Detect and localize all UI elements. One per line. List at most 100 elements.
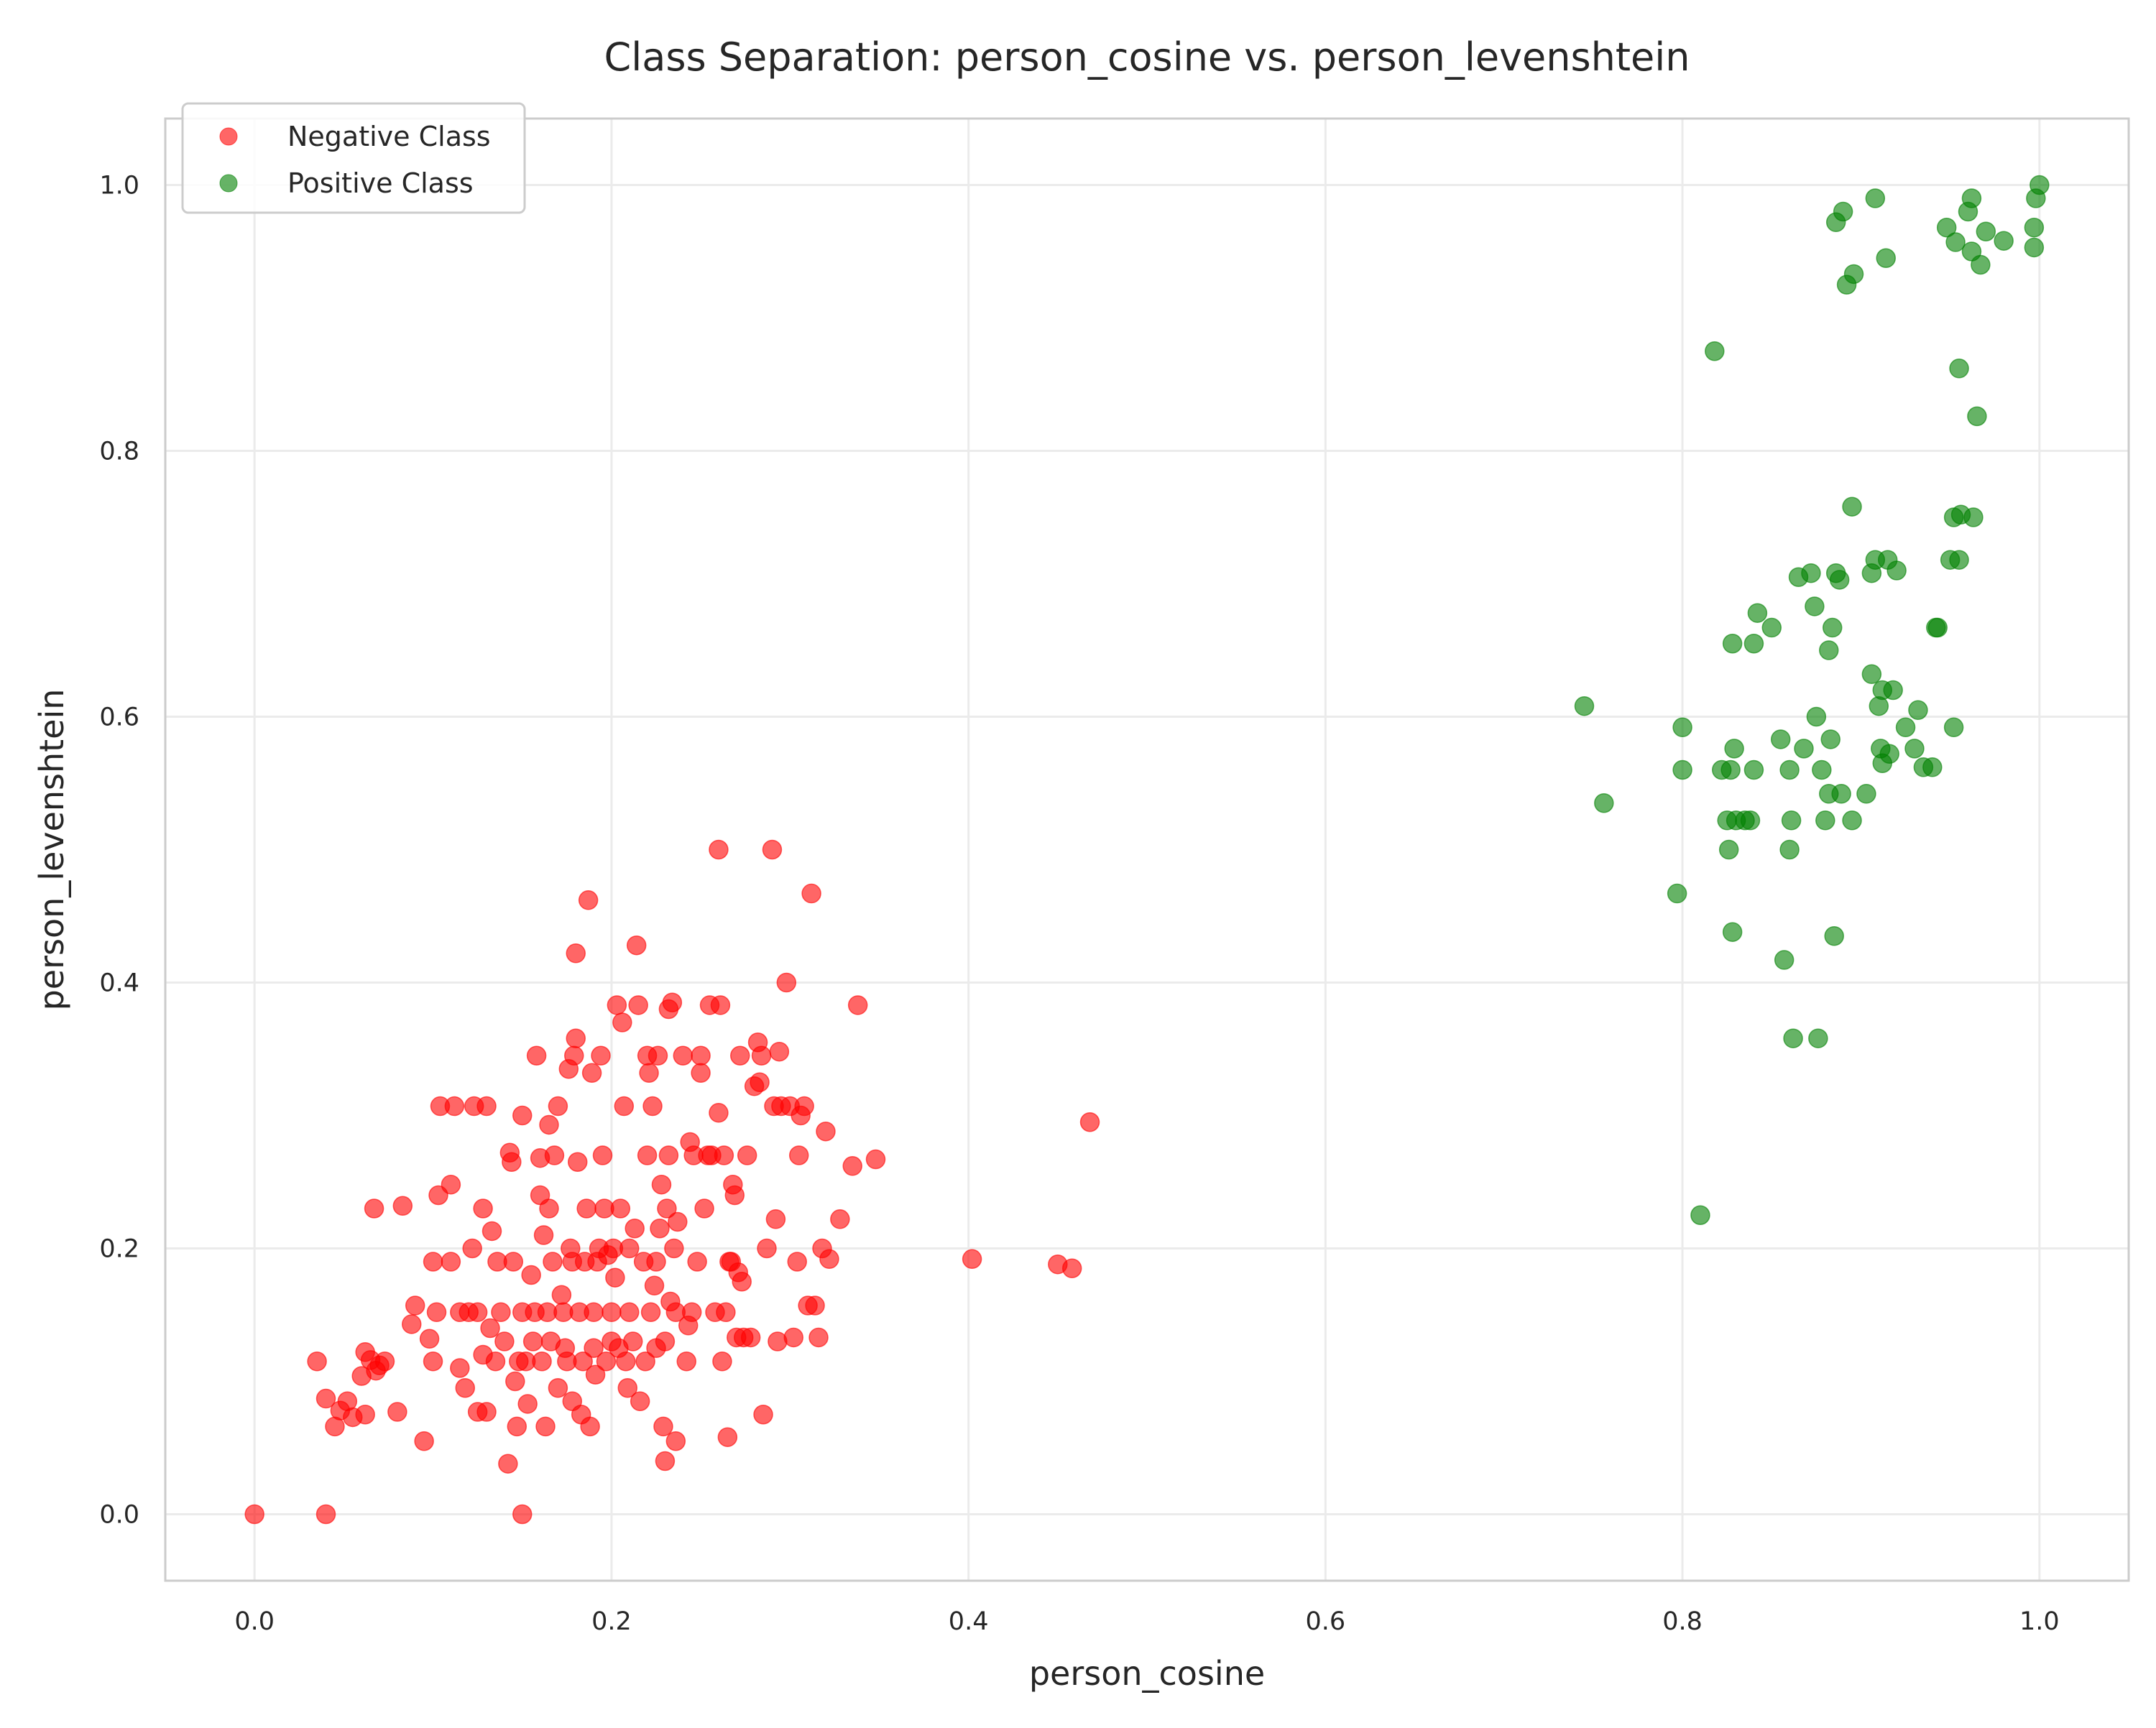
positive-point [1801, 563, 1821, 583]
negative-point [505, 1371, 525, 1392]
negative-point [808, 1327, 829, 1348]
negative-point [485, 1352, 506, 1372]
negative-point [646, 1252, 666, 1272]
negative-point [607, 995, 627, 1015]
positive-point [1781, 810, 1802, 831]
negative-point [517, 1394, 538, 1414]
negative-point [423, 1352, 443, 1372]
negative-point [532, 1352, 552, 1372]
positive-point [1808, 1028, 1828, 1048]
negative-point [681, 1302, 702, 1323]
positive-point [1922, 757, 1943, 777]
positive-point [1740, 810, 1761, 831]
positive-point [1994, 231, 2014, 251]
positive-point [1724, 739, 1744, 759]
x-axis-label: person_cosine [1029, 1654, 1265, 1693]
negative-point [753, 1405, 773, 1425]
chart-title: Class Separation: person_cosine vs. pers… [604, 34, 1690, 80]
x-tick-label: 0.2 [591, 1607, 632, 1636]
negative-point [507, 1416, 528, 1437]
negative-point [533, 1225, 554, 1245]
negative-point [578, 890, 599, 910]
negative-point [315, 1504, 336, 1525]
negative-point [498, 1454, 518, 1474]
negative-point [612, 1012, 632, 1032]
legend-marker-negative [219, 127, 238, 146]
negative-point [591, 1045, 611, 1066]
negative-point [750, 1072, 770, 1092]
negative-point [673, 1045, 694, 1066]
negative-point [650, 1219, 670, 1239]
negative-point [709, 1103, 729, 1123]
positive-point [1812, 759, 1832, 780]
negative-point [494, 1331, 515, 1352]
y-axis-label: person_levenshtein [32, 689, 71, 1011]
negative-point [644, 1275, 665, 1296]
positive-point [1843, 264, 1864, 285]
negative-point [307, 1352, 327, 1372]
negative-point [244, 1504, 264, 1525]
negative-point [548, 1096, 568, 1117]
negative-point [625, 1219, 645, 1239]
negative-point [805, 1295, 825, 1316]
positive-point [1818, 640, 1839, 660]
negative-point [491, 1302, 511, 1323]
negative-point [539, 1114, 559, 1135]
negative-point [551, 1285, 572, 1305]
positive-point [1831, 784, 1851, 804]
y-tick-label: 0.6 [99, 703, 139, 732]
negative-point [596, 1352, 617, 1372]
positive-point [2024, 217, 2045, 238]
positive-point [1861, 664, 1882, 685]
negative-point [535, 1416, 556, 1437]
y-tick-label: 0.8 [99, 438, 139, 466]
negative-point [441, 1252, 461, 1272]
negative-point [816, 1121, 836, 1142]
negative-point [584, 1302, 604, 1323]
negative-point [657, 1198, 677, 1219]
negative-point [521, 1265, 541, 1285]
positive-point [1949, 550, 1969, 570]
negative-point [710, 995, 731, 1015]
negative-point [580, 1416, 600, 1437]
negative-point [576, 1198, 596, 1219]
positive-point [1829, 570, 1850, 590]
positive-point [1747, 603, 1768, 623]
negative-point [387, 1402, 407, 1422]
positive-point [1842, 810, 1862, 831]
negative-point [543, 1252, 563, 1272]
y-tick-label: 0.0 [99, 1501, 139, 1530]
positive-point [2030, 175, 2050, 195]
negative-point [655, 1451, 676, 1471]
positive-point [1774, 950, 1795, 970]
positive-point [1720, 759, 1741, 780]
positive-point [1806, 706, 1827, 727]
negative-point [653, 1416, 673, 1437]
positive-point [1879, 744, 1899, 764]
negative-point [1061, 1258, 1082, 1278]
positive-point [1574, 696, 1595, 716]
negative-point [617, 1378, 638, 1398]
negative-point [665, 1431, 686, 1451]
x-tick-label: 0.0 [234, 1607, 275, 1636]
negative-point [467, 1302, 488, 1323]
negative-point [614, 1096, 635, 1117]
negative-point [717, 1427, 738, 1447]
negative-point [737, 1145, 757, 1165]
positive-point [1967, 406, 1987, 427]
positive-point [1743, 759, 1764, 780]
negative-point [423, 1252, 443, 1272]
negative-point [628, 995, 648, 1015]
negative-point [740, 1327, 761, 1348]
positive-point [1815, 810, 1835, 831]
negative-point [364, 1198, 384, 1219]
negative-point [830, 1209, 850, 1229]
negative-point [642, 1096, 663, 1117]
negative-point [605, 1267, 625, 1288]
negative-point [315, 1388, 336, 1409]
positive-point [1743, 634, 1764, 654]
positive-point [1945, 232, 1966, 252]
negative-point [548, 1378, 568, 1398]
negative-point [482, 1221, 502, 1242]
